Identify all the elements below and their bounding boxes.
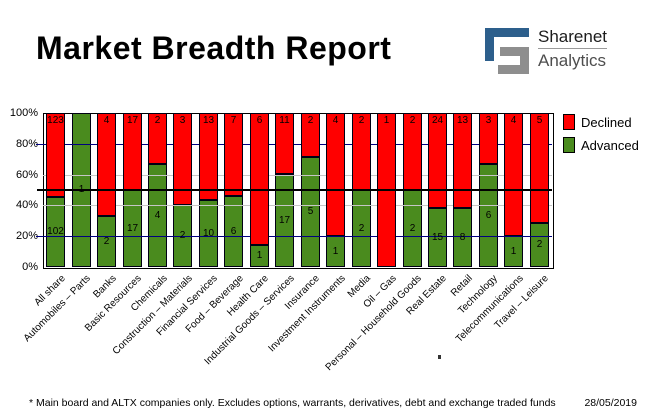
bar-segment-declined (97, 113, 116, 216)
gridline-gray (43, 175, 552, 176)
y-axis-tick-label: 20% (15, 230, 38, 243)
bar-segment-declined (275, 113, 294, 174)
advanced-value-label: 4 (154, 210, 161, 221)
bar-segment-declined (428, 113, 447, 208)
bar-segment-declined (479, 113, 498, 164)
declined-value-label: 5 (536, 115, 543, 126)
bar-segment-declined (530, 113, 549, 223)
gridline-navy (43, 144, 552, 145)
footnote: * Main board and ALTX companies only. Ex… (29, 397, 556, 409)
declined-value-label: 3 (485, 115, 492, 126)
sharenet-logo: Sharenet Analytics (485, 28, 607, 74)
y-axis-tick-label: 60% (15, 168, 38, 181)
gridline-gray (43, 205, 552, 206)
bar-segment-advanced (97, 216, 116, 267)
sharenet-logo-icon (485, 28, 529, 74)
advanced-value-label: 1 (510, 246, 517, 257)
midline-50pct (37, 189, 552, 191)
declined-value-label: 6 (256, 115, 263, 126)
logo-subname: Analytics (538, 51, 607, 70)
advanced-value-label: 15 (431, 232, 444, 243)
page-title: Market Breadth Report (36, 30, 392, 66)
bar-segment-advanced (275, 174, 294, 267)
logo-name: Sharenet (538, 28, 607, 49)
advanced-value-label: 6 (230, 226, 237, 237)
advanced-value-label: 10 (202, 228, 215, 239)
y-axis-tick (36, 236, 43, 237)
bar-segment-declined (46, 113, 65, 197)
declined-value-label: 11 (279, 115, 290, 126)
declined-value-label: 2 (409, 115, 416, 126)
bar-segment-declined (199, 113, 218, 200)
bar-segment-advanced (301, 157, 320, 267)
bar-segment-declined (224, 113, 243, 196)
y-axis-tick-label: 40% (15, 199, 38, 212)
advanced-value-label: 6 (485, 210, 492, 221)
declined-value-label: 123 (47, 115, 64, 126)
advanced-value-label: 5 (307, 206, 314, 217)
bar-segment-advanced (46, 197, 65, 267)
stray-mark (438, 355, 441, 359)
legend-swatch-declined (563, 114, 575, 130)
declined-value-label: 7 (230, 115, 237, 126)
declined-value-label: 2 (307, 115, 314, 126)
advanced-value-label: 2 (179, 230, 186, 241)
bar-segment-declined (453, 113, 472, 208)
bar-segment-advanced (428, 208, 447, 267)
declined-value-label: 1 (383, 115, 390, 126)
declined-value-label: 4 (103, 115, 110, 126)
advanced-value-label: 1 (256, 250, 263, 261)
advanced-value-label: 17 (126, 223, 139, 234)
declined-value-label: 13 (456, 115, 469, 126)
declined-value-label: 3 (179, 115, 186, 126)
gridline-navy (43, 236, 552, 237)
bar-segment-declined (173, 113, 192, 205)
y-axis-tick-label: 100% (9, 107, 38, 119)
declined-value-label: 4 (510, 115, 517, 126)
declined-value-label: 17 (126, 115, 139, 126)
declined-value-label: 13 (202, 115, 215, 126)
y-axis-tick (36, 144, 43, 145)
y-axis-tick-label: 80% (15, 137, 38, 150)
legend-swatch-advanced (563, 137, 575, 153)
bar-segment-advanced (199, 200, 218, 267)
bar-segment-declined (326, 113, 345, 236)
advanced-value-label: 2 (536, 239, 543, 250)
logo-text: Sharenet Analytics (538, 28, 607, 69)
declined-value-label: 24 (431, 115, 444, 126)
bar-segment-declined (301, 113, 320, 157)
advanced-value-label: 17 (278, 215, 291, 226)
bar-segment-advanced (250, 245, 269, 267)
advanced-value-label: 2 (358, 223, 365, 234)
bar-segment-declined (250, 113, 269, 245)
declined-value-label: 2 (358, 115, 365, 126)
advanced-value-label: 102 (47, 226, 64, 237)
bar-segment-declined (148, 113, 167, 164)
advanced-value-label: 8 (459, 232, 466, 243)
declined-value-label: 2 (154, 115, 161, 126)
bar-segment-advanced (224, 196, 243, 267)
advanced-value-label: 2 (409, 223, 416, 234)
bar-segment-advanced (453, 208, 472, 267)
advanced-value-label: 2 (103, 236, 110, 247)
bar-segment-declined (504, 113, 523, 236)
bar-segment-advanced (530, 223, 549, 267)
legend-label: Declined (581, 115, 632, 130)
legend-label: Advanced (581, 138, 639, 153)
advanced-value-label: 1 (332, 246, 339, 257)
report-date: 28/05/2019 (584, 397, 637, 409)
y-axis-tick-label: 0% (22, 261, 38, 273)
declined-value-label: 4 (332, 115, 339, 126)
